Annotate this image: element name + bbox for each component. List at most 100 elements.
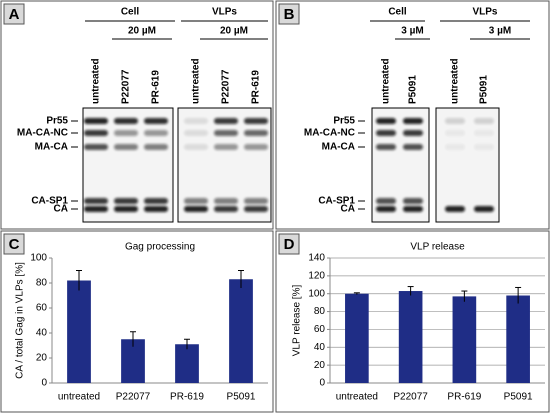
y-tick-label: 20 <box>314 360 326 371</box>
blot-band <box>244 118 268 124</box>
band-label: Pr55 <box>46 116 68 127</box>
blot-image <box>82 107 174 223</box>
blot-band <box>445 118 465 124</box>
blot-image <box>371 107 430 223</box>
x-tick-label: P22077 <box>393 392 428 403</box>
x-tick-label: PR-619 <box>447 392 481 403</box>
blot-image <box>177 107 272 223</box>
blot-band <box>114 198 138 204</box>
band-label: MA-CA-NC <box>17 128 68 139</box>
band-label: MA-CA <box>35 142 68 153</box>
blot-band <box>114 144 138 150</box>
panel-label: A <box>9 6 20 23</box>
blot-band <box>445 206 465 212</box>
y-axis-title: CA / total Gag in VLPs [%] <box>15 262 26 379</box>
y-tick-label: 40 <box>36 328 48 339</box>
y-tick-label: 120 <box>308 270 325 281</box>
lane-label: untreated <box>191 58 202 104</box>
blot-band <box>403 144 423 150</box>
chart-title: Gag processing <box>125 242 195 253</box>
error-bar <box>130 331 136 347</box>
panel-label: D <box>284 236 295 253</box>
blot-band <box>214 198 238 204</box>
error-bar <box>76 270 82 291</box>
blot-band <box>244 198 268 204</box>
blot-band <box>184 118 208 124</box>
band-label: Pr55 <box>333 116 355 127</box>
blot-band <box>244 206 268 212</box>
bar <box>506 295 530 383</box>
y-tick-label: 80 <box>36 278 48 289</box>
group-label: VLPs <box>472 7 497 18</box>
panel-b-frame <box>275 0 550 230</box>
lane-label: P5091 <box>479 75 490 104</box>
blot-band <box>403 206 423 212</box>
bar <box>67 280 91 383</box>
blot-band <box>403 198 423 204</box>
y-tick-label: 100 <box>30 253 47 264</box>
blot-band <box>144 206 168 212</box>
concentration-label: 3 µM <box>489 26 511 37</box>
blot-band <box>84 198 108 204</box>
chart-title: VLP release <box>410 242 465 253</box>
error-bar <box>407 286 414 296</box>
blot-band <box>84 206 108 212</box>
bar <box>452 296 477 383</box>
blot-band <box>84 130 108 136</box>
x-tick-label: untreated <box>336 392 378 403</box>
band-label: CA <box>341 204 355 215</box>
panel-label: C <box>9 236 20 253</box>
x-tick-label: P5091 <box>227 392 256 403</box>
y-tick-label: 60 <box>314 324 326 335</box>
blot-band <box>376 144 396 150</box>
blot-band <box>184 130 208 136</box>
blot-band <box>376 118 396 124</box>
concentration-label: 3 µM <box>401 26 423 37</box>
group-label: Cell <box>121 7 140 18</box>
blot-band <box>474 130 494 136</box>
blot-band <box>144 144 168 150</box>
blot-band <box>114 206 138 212</box>
blot-band <box>214 118 238 124</box>
band-label: CA-SP1 <box>318 196 355 207</box>
blot-band <box>114 118 138 124</box>
blot-band <box>445 144 465 150</box>
blot-band <box>474 144 494 150</box>
lane-label: PR-619 <box>151 70 162 104</box>
bar <box>345 293 369 383</box>
band-label: CA <box>54 204 68 215</box>
blot-band <box>144 118 168 124</box>
bar <box>121 339 145 383</box>
blot-band <box>114 130 138 136</box>
lane-label: P22077 <box>121 69 132 104</box>
band-label: CA-SP1 <box>31 196 68 207</box>
y-axis-title: VLP release [%] <box>292 285 303 357</box>
error-bar <box>461 290 468 302</box>
lane-label: untreated <box>91 58 102 104</box>
blot-band <box>376 198 396 204</box>
panel-label-box <box>3 3 25 25</box>
blot-band <box>244 144 268 150</box>
panel-a-frame <box>0 0 274 230</box>
bar <box>398 291 423 383</box>
error-bar <box>515 286 522 304</box>
band-label: MA-CA-NC <box>304 128 355 139</box>
group-label: Cell <box>388 7 407 18</box>
lane-label: untreated <box>450 58 461 104</box>
y-tick-label: 140 <box>308 253 325 264</box>
x-tick-label: untreated <box>58 392 100 403</box>
concentration-label: 20 µM <box>220 26 248 37</box>
blot-band <box>403 130 423 136</box>
error-bar <box>184 338 190 350</box>
blot-band <box>214 130 238 136</box>
y-tick-label: 60 <box>36 303 48 314</box>
panel-c-frame <box>0 230 274 413</box>
panel-label-box <box>3 233 25 255</box>
group-label: VLPs <box>212 7 237 18</box>
blot-band <box>144 198 168 204</box>
y-tick-label: 100 <box>308 288 325 299</box>
blot-band <box>184 206 208 212</box>
blot-band <box>244 130 268 136</box>
blot-band <box>144 130 168 136</box>
